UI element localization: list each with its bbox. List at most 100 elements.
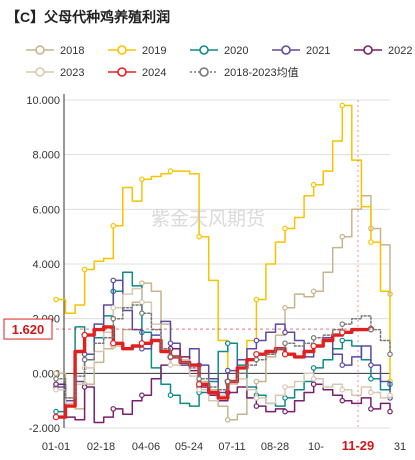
data-point [110,222,117,229]
data-point [368,389,374,396]
data-point [253,403,260,409]
data-point [339,321,346,327]
data-point [310,334,317,341]
legend-marker-icon [117,45,127,55]
data-point [195,381,203,388]
data-point [53,296,59,303]
x-tick-label: 07-11 [218,441,245,453]
data-point [53,370,59,377]
data-point [224,416,231,423]
watermark: 紫金天风期货 [151,208,265,230]
data-point [224,340,231,347]
x-tick-label: 05-24 [175,441,203,453]
data-point [167,354,174,360]
data-point [310,181,317,188]
data-point [387,408,393,415]
data-point [368,326,374,333]
data-point [139,280,145,286]
data-point [282,395,288,401]
y-tick-label: 4.000 [32,259,60,271]
y-tick-label: 6.000 [32,204,60,216]
legend-item-7[interactable]: 2024 [108,67,166,79]
data-point [368,239,374,245]
data-point [282,329,288,336]
series-line-8 [55,304,391,399]
data-point [196,386,202,393]
legend-item-3[interactable]: 2020 [190,45,248,57]
data-point [387,392,393,399]
data-point [339,102,346,109]
data-point [53,381,59,388]
x-tick-label: 10- [308,441,324,453]
legend-item-4[interactable]: 2021 [272,45,330,57]
data-point [339,233,346,240]
series-line-5 [55,347,391,424]
data-point [310,365,317,371]
data-point [81,266,88,273]
legend-label: 2021 [306,45,330,57]
legend-label: 2020 [224,45,248,57]
data-point [368,362,374,368]
data-point [110,406,117,412]
legend-item-5[interactable]: 2022 [354,45,412,57]
x-tick-label: 02-18 [87,441,115,453]
current-value-box [3,318,53,340]
x-tick-label: 31 [394,441,406,453]
data-point [110,340,117,347]
data-point [339,329,346,336]
data-point [167,392,174,399]
data-point [339,386,346,393]
legend-item-6[interactable]: 2023 [26,67,84,79]
x-tick-label: 08-28 [261,441,289,453]
data-point [339,362,346,368]
data-point [253,351,260,358]
data-point [81,356,88,363]
data-point [339,397,346,404]
legend-label: 2022 [388,45,412,57]
legend-item-8[interactable]: 2018-2023均值 [190,66,299,79]
data-point [53,408,59,415]
data-point [310,381,317,388]
legend-item-2[interactable]: 2019 [108,45,166,57]
legend-marker-icon [199,45,209,55]
legend-marker-icon [35,45,45,55]
data-point [81,331,88,339]
legend-label: 2018 [60,45,84,57]
data-point [196,233,202,240]
data-point [282,304,288,311]
current-value-label: 1.620 [12,322,45,337]
data-point [139,299,145,306]
data-point [253,356,260,363]
legend-label: 2024 [142,67,166,79]
data-point [368,406,374,412]
data-point [53,386,59,393]
legend-marker-icon [281,45,291,55]
legend-marker-icon [117,67,127,77]
legend-label: 2019 [142,45,166,57]
y-tick-label: 0.000 [32,368,60,380]
data-point [368,375,374,382]
data-point [281,351,289,358]
x-tick-label-highlight: 11-29 [342,438,375,453]
legend-marker-icon [35,67,45,77]
y-tick-label: 10.000 [26,95,60,107]
data-point [253,296,260,303]
legend-marker-icon [199,67,209,77]
data-point [253,337,260,344]
data-point [224,378,231,385]
data-point [167,362,174,368]
data-point [139,392,145,399]
data-point [81,384,88,390]
legend-label: 2023 [60,67,84,79]
plot-area: -2.0000.0002.0004.0006.0008.00010.0001.6… [3,94,406,453]
chart-title: 【C】父母代种鸡养殖利润 [6,9,170,25]
legend-item-1[interactable]: 2018 [26,45,84,57]
data-point [138,340,146,347]
x-tick-label: 04-06 [132,441,160,453]
data-point [110,304,117,311]
data-point [310,288,317,295]
series-line-2 [55,104,391,383]
data-point [253,395,260,401]
